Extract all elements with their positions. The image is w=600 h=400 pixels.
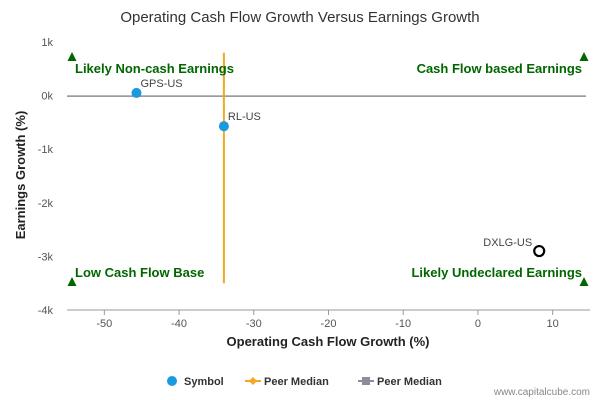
quadrant-label-top-right: Cash Flow based Earnings (417, 61, 582, 76)
y-tick-label: -3k (38, 251, 54, 263)
legend-label: Peer Median (377, 376, 442, 388)
quadrant-marker (579, 52, 589, 61)
x-tick-label: 10 (547, 318, 559, 330)
x-tick-label: -30 (246, 318, 262, 330)
quadrant-marker (579, 277, 589, 286)
quadrant-label-bottom-left: Low Cash Flow Base (75, 265, 204, 280)
data-point (131, 87, 142, 98)
y-axis-label: Earnings Growth (%) (13, 111, 28, 240)
x-tick-label: -50 (96, 318, 112, 330)
chart-title: Operating Cash Flow Growth Versus Earnin… (120, 9, 479, 26)
legend-symbol-marker (167, 376, 177, 386)
data-point-label: RL-US (228, 111, 261, 123)
x-tick-label: -40 (171, 318, 187, 330)
x-tick-label: -10 (395, 318, 411, 330)
y-tick-label: 0k (41, 91, 53, 103)
legend-peer-median-marker (362, 377, 370, 385)
y-tick-label: -1k (38, 144, 54, 156)
legend-label: Symbol (184, 376, 224, 388)
legend-label: Peer Median (264, 376, 329, 388)
plot-area: -50 -40 -30 -20 -10 0 10 1k 0k -1k -2k -3k -4k Likely… (38, 37, 590, 330)
data-point-label: GPS-US (140, 78, 182, 90)
x-tick-label: -20 (321, 318, 337, 330)
legend-peer-median-marker (249, 377, 257, 385)
quadrant-marker (67, 52, 77, 61)
credit-text: www.capitalcube.com (493, 387, 590, 398)
y-tick-label: -4k (38, 305, 54, 317)
data-point (218, 121, 229, 132)
quadrant-marker (67, 277, 77, 286)
y-tick-label: -2k (38, 198, 54, 210)
legend: Symbol Peer Median Peer Median (167, 376, 442, 388)
data-point (533, 244, 546, 258)
x-axis-label: Operating Cash Flow Growth (%) (227, 334, 430, 349)
data-point-label: DXLG-US (483, 237, 532, 249)
quadrant-label-bottom-right: Likely Undeclared Earnings (411, 265, 582, 280)
y-tick-label: 1k (41, 37, 53, 49)
quadrant-label-top-left: Likely Non-cash Earnings (75, 61, 234, 76)
x-tick-label: 0 (475, 318, 481, 330)
